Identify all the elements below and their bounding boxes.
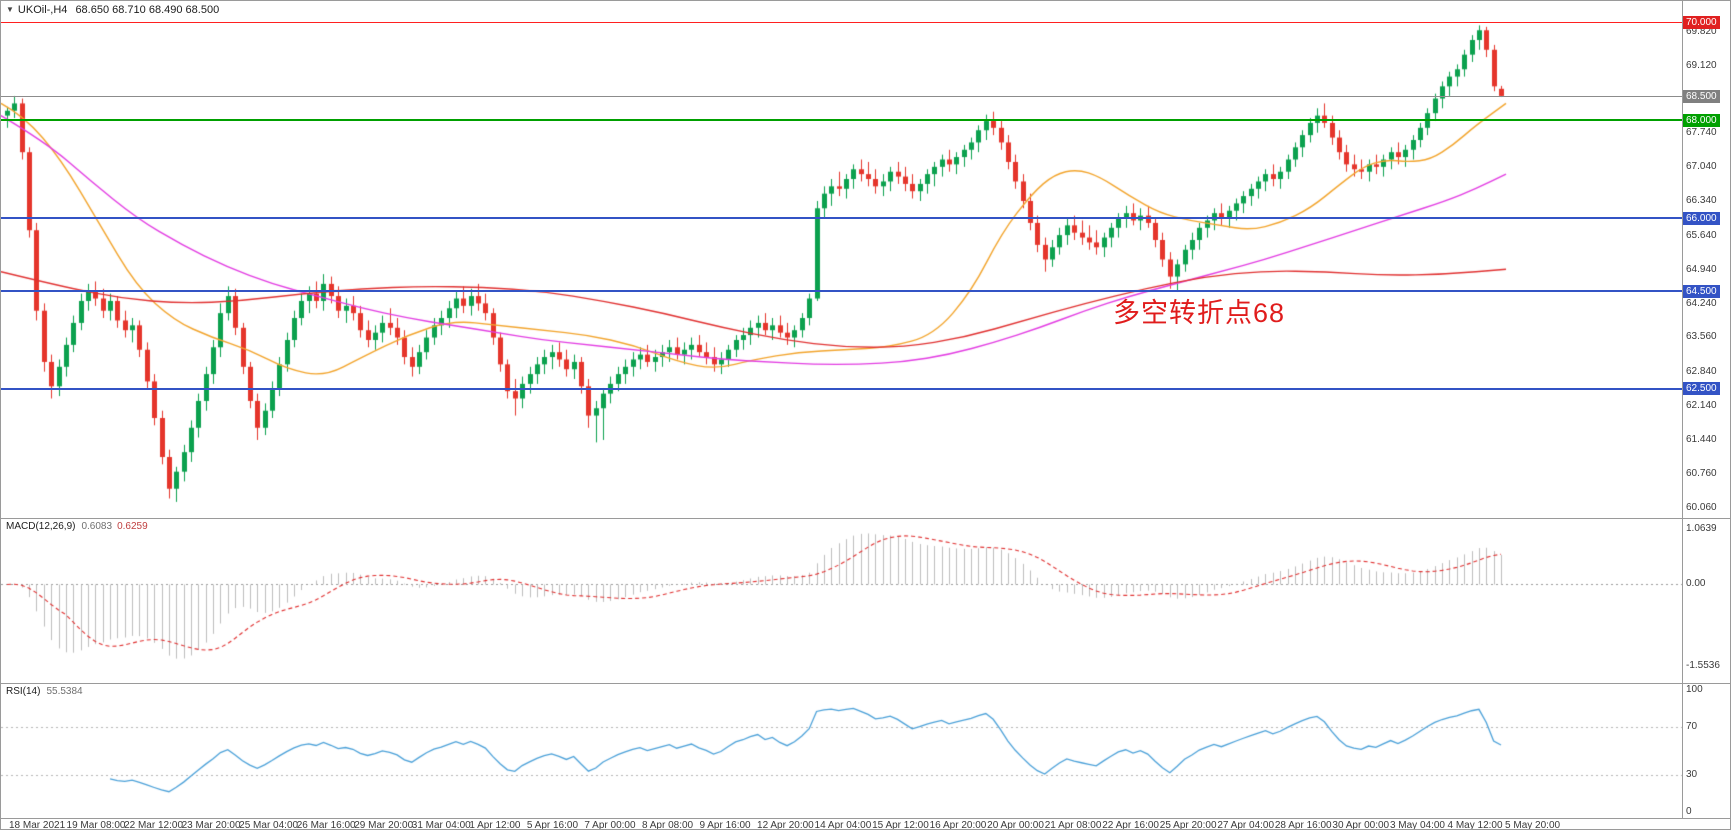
price-tick-label: 69.120 (1686, 59, 1717, 71)
rsi-chart-canvas[interactable] (1, 684, 1684, 818)
price-tick-label: 63.560 (1686, 331, 1717, 343)
rsi-axis-label: 70 (1686, 720, 1698, 732)
price-tick-label: 62.140 (1686, 400, 1717, 412)
price-tick-label: 67.740 (1686, 127, 1717, 139)
macd-axis-label: 1.0639 (1686, 522, 1717, 534)
time-label: 14 Apr 04:00 (814, 820, 872, 830)
time-label: 19 Mar 08:00 (66, 820, 126, 830)
time-label: 3 May 04:00 (1389, 820, 1445, 830)
time-label: 16 Apr 20:00 (929, 820, 987, 830)
ohlc-values: 68.650 68.710 68.490 68.500 (75, 4, 220, 16)
time-label: 25 Apr 20:00 (1159, 820, 1217, 830)
macd-axis-label: -1.5536 (1686, 659, 1720, 671)
price-tick-label: 64.940 (1686, 263, 1717, 275)
macd-chart-canvas[interactable] (1, 519, 1684, 683)
rsi-axis[interactable]: 100 70 30 0 (1682, 684, 1730, 818)
price-tick-label: 64.240 (1686, 297, 1717, 309)
price-badge-68.500: 68.500 (1683, 89, 1720, 103)
time-label: 21 Apr 08:00 (1044, 820, 1102, 830)
time-label: 30 Apr 00:00 (1332, 820, 1390, 830)
macd-signal-value: 0.6259 (117, 521, 148, 532)
time-label: 7 Apr 00:00 (584, 820, 636, 830)
time-label: 22 Mar 12:00 (124, 820, 184, 830)
price-tick-label: 61.440 (1686, 434, 1717, 446)
horizontal-line-66[interactable] (1, 217, 1684, 219)
time-label: 20 Apr 00:00 (987, 820, 1044, 830)
rsi-axis-label: 0 (1686, 806, 1692, 817)
time-label: 12 Apr 20:00 (757, 820, 814, 830)
symbol-period-label: UKOil-,H4 (17, 4, 68, 16)
horizontal-line-64.5[interactable] (1, 290, 1684, 292)
price-tick-label: 67.040 (1686, 161, 1717, 173)
rsi-name: RSI(14) (6, 686, 41, 697)
time-label: 18 Mar 2021 (9, 820, 66, 830)
price-badge-66.000: 66.000 (1683, 211, 1720, 225)
horizontal-line-68[interactable] (1, 119, 1684, 121)
price-chart-canvas[interactable] (1, 1, 1684, 518)
price-badge-68.000: 68.000 (1683, 113, 1720, 127)
macd-label: MACD(12,26,9) 0.6083 0.6259 (6, 521, 148, 532)
price-tick-label: 60.760 (1686, 467, 1717, 479)
time-label: 27 Apr 04:00 (1217, 820, 1275, 830)
price-badge-64.500: 64.500 (1683, 284, 1720, 298)
time-label: 4 May 12:00 (1447, 820, 1503, 830)
time-label: 29 Mar 20:00 (354, 820, 414, 830)
price-tick-label: 60.060 (1686, 501, 1717, 513)
time-label: 23 Mar 20:00 (181, 820, 241, 830)
price-tick-label: 65.640 (1686, 229, 1717, 241)
macd-main-value: 0.6083 (81, 521, 113, 532)
time-label: 28 Apr 16:00 (1274, 820, 1332, 830)
rsi-panel: RSI(14) 55.5384 100 70 30 0 (1, 683, 1730, 818)
time-axis[interactable]: 18 Mar 2021 19 Mar 08:00 22 Mar 12:00 23 Ma… (1, 818, 1730, 830)
time-label: 15 Apr 12:00 (872, 820, 929, 830)
price-badge-62.500: 62.500 (1683, 382, 1720, 396)
macd-axis[interactable]: 1.0639 0.00 -1.5536 (1682, 519, 1730, 683)
horizontal-line-68.5[interactable] (1, 96, 1684, 97)
annotation-text: 多空转折点68 (1113, 298, 1286, 328)
time-label: 26 Mar 16:00 (296, 820, 356, 830)
time-label: 8 Apr 08:00 (641, 820, 694, 830)
horizontal-line-62.5[interactable] (1, 388, 1684, 390)
rsi-label: RSI(14) 55.5384 (6, 686, 83, 697)
price-tick-label: 62.840 (1686, 366, 1717, 378)
time-label: 31 Mar 04:00 (411, 820, 471, 830)
horizontal-line-70[interactable] (1, 22, 1684, 23)
price-axis[interactable]: 69.820 69.120 67.740 67.040 66.340 65.640 64.9… (1682, 1, 1730, 518)
rsi-value: 55.5384 (46, 686, 83, 697)
rsi-axis-label: 30 (1686, 769, 1698, 781)
chevron-down-icon[interactable]: ▼ (6, 5, 14, 14)
time-label: 5 Apr 16:00 (526, 820, 579, 830)
symbol-info: ▼ UKOil-,H4 68.650 68.710 68.490 68.500 (6, 4, 219, 16)
macd-panel: MACD(12,26,9) 0.6083 0.6259 1.0639 0.00 -1.5… (1, 518, 1730, 683)
time-label: 9 Apr 16:00 (699, 820, 751, 830)
price-tick-label: 66.340 (1686, 195, 1717, 207)
macd-axis-label: 0.00 (1686, 578, 1706, 590)
time-label: 1 Apr 12:00 (469, 820, 521, 830)
macd-name: MACD(12,26,9) (6, 521, 76, 532)
time-label: 25 Mar 04:00 (239, 820, 299, 830)
price-tick-label: 69.820 (1686, 25, 1717, 37)
main-price-panel: ▼ UKOil-,H4 68.650 68.710 68.490 68.500 多空… (1, 1, 1730, 518)
time-label: 5 May 20:00 (1505, 820, 1561, 830)
time-label: 22 Apr 16:00 (1102, 820, 1159, 830)
price-badge-70.000: 70.000 (1683, 16, 1720, 30)
rsi-axis-label: 100 (1686, 684, 1703, 695)
